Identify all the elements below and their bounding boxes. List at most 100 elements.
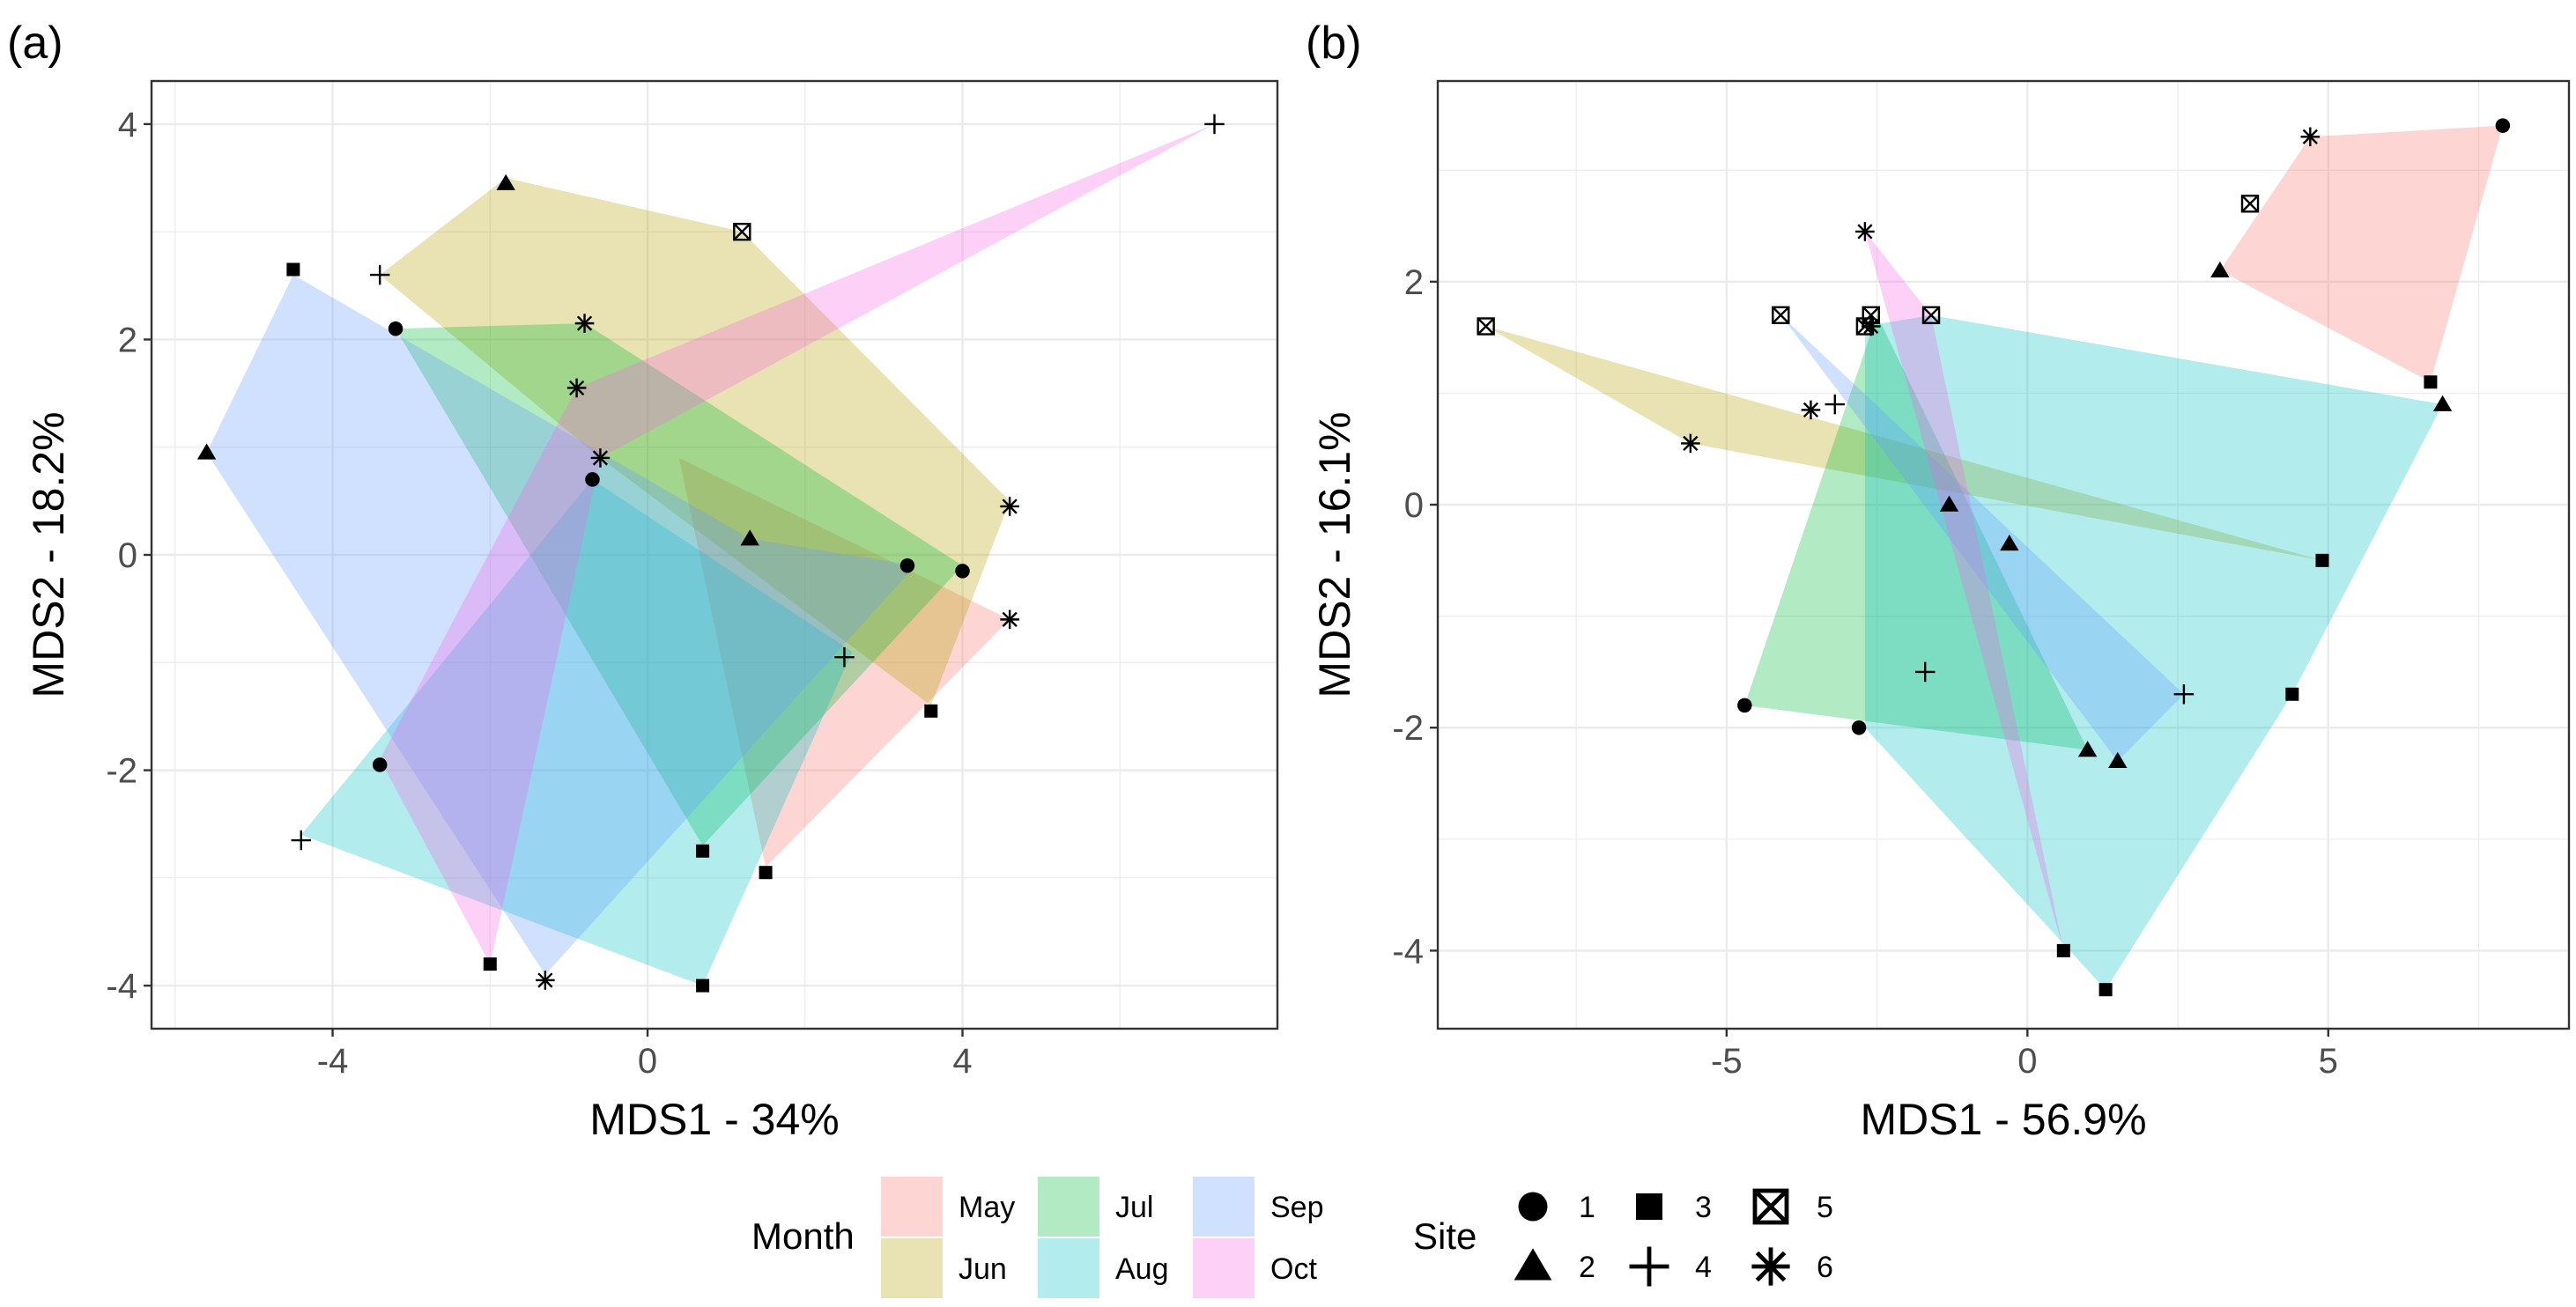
panel-b-point-site-5 [1921, 306, 1941, 325]
panel-b-point-site-2 [2210, 261, 2230, 277]
legend-key-site-6 [1751, 1247, 1790, 1286]
panel-a-point-site-6 [566, 378, 587, 398]
legend-key-sep [1193, 1177, 1255, 1237]
legend-label-may: May [959, 1191, 1015, 1224]
panel-b-point-site-2 [2077, 741, 2098, 757]
panel-b-point-site-3 [2285, 687, 2299, 701]
panel-a-point-site-3 [924, 704, 938, 718]
panel-b-y-tick-label: 0 [1404, 486, 1424, 525]
panel-a-x-tick-label: 0 [638, 1042, 657, 1081]
legend-label-aug: Aug [1115, 1252, 1169, 1286]
legend-key-site-1 [1518, 1192, 1548, 1222]
panel-a-hull-oct [380, 123, 1215, 964]
legend-key-may [881, 1177, 943, 1237]
legend-label-site-5: 5 [1817, 1191, 1833, 1224]
panel-b-border [1436, 79, 2571, 1030]
panel-a-point-site-3 [483, 957, 497, 971]
panel-b-hull-oct [1864, 231, 2064, 951]
panel-b-ticks: -5 0 5 -4 -2 0 2 [1392, 263, 2338, 1081]
panel-a-point-site-1 [372, 757, 388, 772]
panel-b-plot-background [1438, 81, 2569, 1029]
legend-key-aug [1038, 1238, 1099, 1298]
panel-a-x-tick-label: -4 [317, 1042, 349, 1081]
panel-a-y-tick-label: -2 [106, 752, 137, 791]
legend-key-site-4 [1629, 1246, 1669, 1287]
panel-b-points [1477, 118, 2511, 997]
panel-b-point-site-4 [1825, 394, 1846, 415]
legend-key-jun [881, 1238, 943, 1298]
panel-b-y-axis-title: MDS2 - 16.1% [1310, 411, 1359, 698]
legend-site-title: Site [1413, 1215, 1477, 1257]
panel-a-point-site-3 [286, 262, 300, 277]
panel-b-point-site-1 [1737, 698, 1752, 713]
panel-a-point-site-4 [834, 646, 855, 668]
legend-key-site-3 [1636, 1193, 1662, 1220]
panel-b-x-tick-label: 5 [2319, 1042, 2338, 1081]
panel-b-point-site-6 [1861, 316, 1881, 336]
panel-b-point-site-1 [2495, 118, 2511, 133]
panel-a-point-site-4 [1204, 114, 1225, 135]
panel-a-point-site-3 [696, 844, 710, 858]
panel-b-hull-jul [1744, 314, 2088, 750]
panel-a-point-site-1 [955, 564, 970, 579]
panel-b-hull-may [2219, 125, 2503, 382]
panel-b-point-site-5 [1477, 317, 1495, 336]
legend-label-jul: Jul [1115, 1191, 1153, 1224]
legend-label-site-2: 2 [1579, 1251, 1595, 1284]
panel-a-y-tick-label: 0 [118, 536, 137, 575]
panel-b-point-site-5 [1772, 306, 1790, 325]
panel-b-point-site-2 [1939, 495, 1959, 512]
panel-b-point-site-2 [2108, 751, 2128, 768]
panel-a-ticks: -4 0 4 -4 -2 0 2 4 [106, 106, 972, 1081]
panel-a-point-site-3 [759, 866, 773, 880]
panel-a-point-site-6 [590, 448, 611, 468]
panel-b-point-site-2 [2000, 534, 2019, 551]
panel-b-hull-aug [1864, 314, 2443, 990]
panel-b-point-site-3 [2056, 943, 2070, 957]
panel-b-point-site-3 [2424, 375, 2438, 389]
panel-b-point-site-3 [2315, 553, 2329, 567]
panel-a-hull-sep [206, 275, 915, 975]
panel-b-hulls [1485, 125, 2503, 990]
legend-label-site-1: 1 [1579, 1191, 1595, 1224]
panel-a-x-tick-label: 4 [952, 1042, 972, 1081]
panel-b-point-site-6 [2300, 127, 2321, 147]
panel-a-y-tick-label: -4 [106, 967, 137, 1006]
panel-a-point-site-3 [696, 978, 710, 993]
panel-b-hull-jun [1485, 326, 2322, 561]
panel-a-points [196, 114, 1225, 993]
panel-b-gridlines [1438, 81, 2569, 1029]
panel-a-point-site-6 [1000, 609, 1019, 630]
legend-label-site-4: 4 [1695, 1251, 1712, 1284]
panel-a-point-site-6 [574, 314, 595, 333]
panel-a-point-site-5 [733, 222, 751, 241]
panel-a-point-site-4 [291, 830, 312, 851]
panel-a-point-site-6 [1000, 497, 1019, 516]
legend-key-site-5 [1752, 1188, 1789, 1225]
panel-b-hull-sep [1780, 314, 2184, 762]
panel-b-point-site-2 [2432, 395, 2453, 411]
panel-b-point-site-6 [1855, 222, 1875, 241]
panel-a-point-site-2 [196, 443, 217, 460]
panel-b-point-site-5 [2240, 195, 2260, 213]
panel-b-label: (b) [1306, 18, 1362, 69]
panel-a-point-site-1 [585, 472, 600, 487]
plot-panels: -4 0 4 -4 -2 0 2 4 MDS1 - 34% MDS2 - 18.2% (a) -5 0 5… [7, 18, 2571, 1144]
legend: Month May Jun Jul Aug Sep Oct Site 1 2 3 4 5 6 [751, 1177, 1833, 1298]
panel-a-point-site-1 [899, 558, 915, 573]
panel-b-point-site-1 [1851, 720, 1867, 735]
panel-a-point-site-1 [388, 321, 403, 336]
panel-b-y-tick-label: 2 [1404, 263, 1424, 302]
panel-b-x-tick-label: -5 [1711, 1042, 1743, 1081]
legend-label-site-6: 6 [1817, 1251, 1833, 1284]
panel-b-x-axis-title: MDS1 - 56.9% [1860, 1095, 2146, 1144]
panel-a-x-axis-title: MDS1 - 34% [589, 1095, 839, 1144]
panel-b: -5 0 5 -4 -2 0 2 MDS1 - 56.9% MDS2 - 16.1% (b) [1306, 18, 2571, 1144]
panel-b-point-site-4 [2173, 683, 2195, 705]
panel-a-hull-aug [300, 479, 853, 986]
legend-label-oct: Oct [1270, 1252, 1317, 1286]
panel-b-point-site-3 [2099, 983, 2113, 997]
panel-a: -4 0 4 -4 -2 0 2 4 MDS1 - 34% MDS2 - 18.2% (a) [7, 18, 1279, 1144]
panel-a-y-axis-title: MDS2 - 18.2% [24, 411, 73, 698]
